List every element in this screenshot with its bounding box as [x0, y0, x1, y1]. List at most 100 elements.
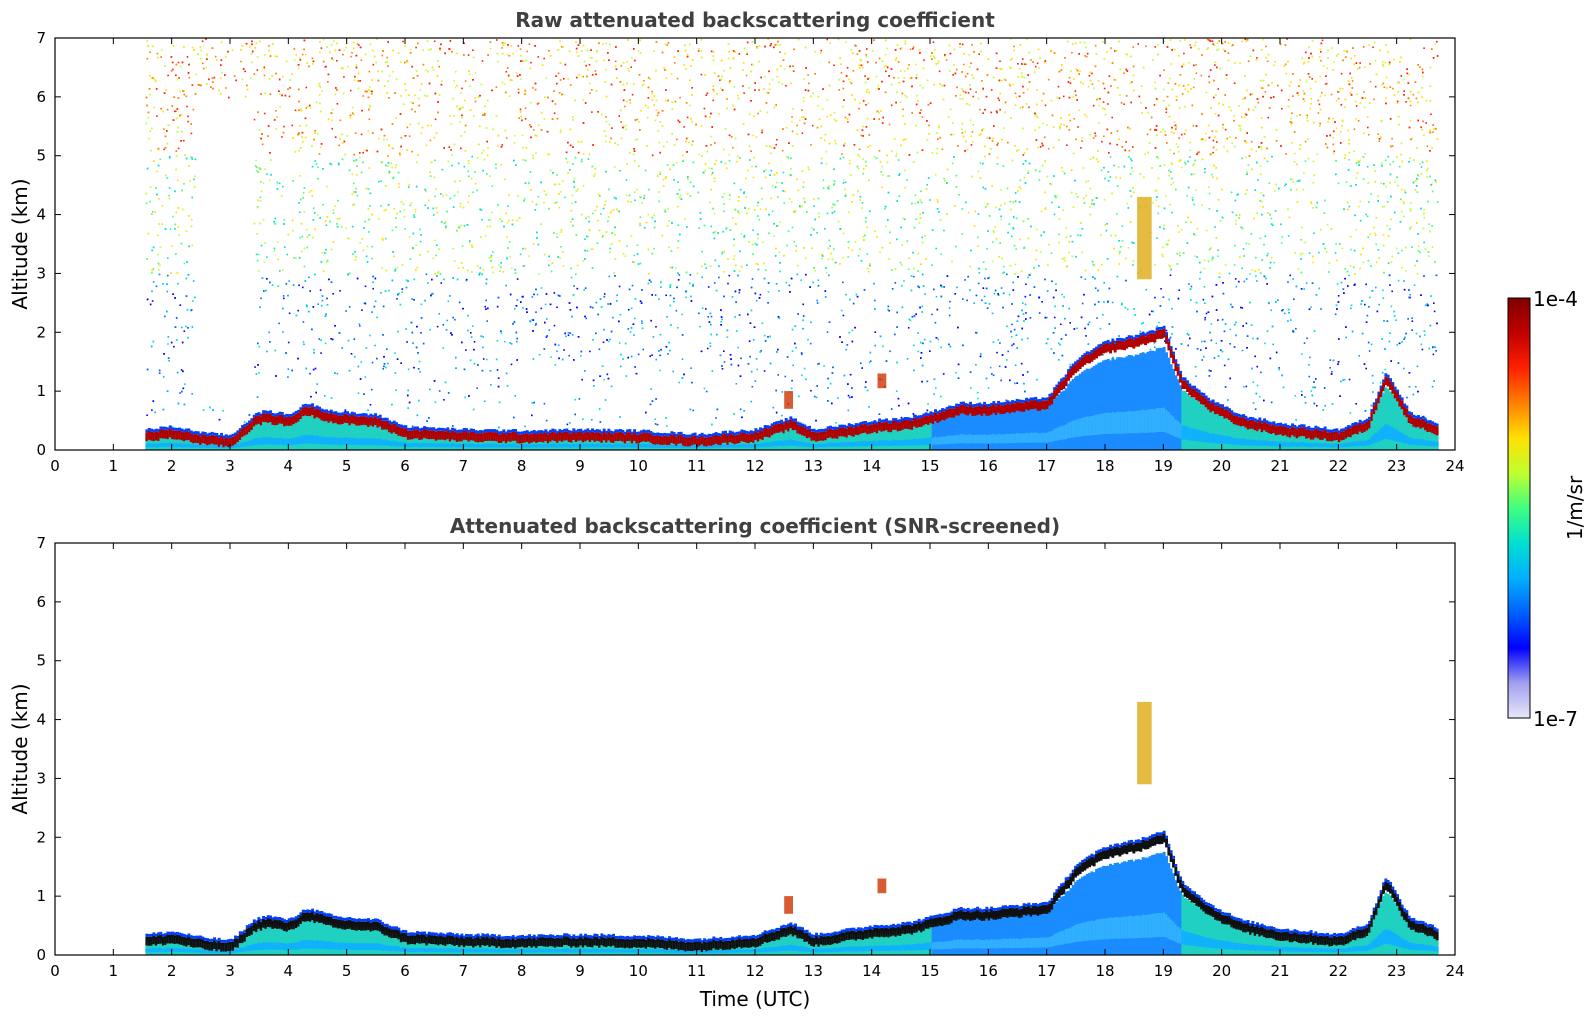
noise-pixel — [822, 187, 825, 189]
noise-pixel — [793, 240, 796, 243]
noise-pixel — [1081, 302, 1084, 305]
noise-pixel — [194, 175, 196, 178]
noise-pixel — [1383, 86, 1386, 88]
noise-pixel — [314, 160, 316, 162]
noise-pixel — [771, 79, 774, 81]
noise-pixel — [364, 376, 367, 378]
noise-pixel — [718, 276, 720, 279]
noise-pixel — [934, 173, 937, 176]
noise-pixel — [1046, 316, 1048, 319]
noise-pixel — [283, 125, 285, 128]
noise-pixel — [842, 87, 845, 90]
noise-pixel — [861, 367, 863, 369]
noise-pixel — [336, 372, 339, 375]
noise-pixel — [318, 82, 321, 85]
noise-pixel — [720, 321, 723, 323]
noise-pixel — [167, 74, 169, 77]
noise-pixel — [856, 53, 859, 55]
noise-pixel — [1391, 145, 1394, 147]
noise-pixel — [1019, 238, 1021, 241]
noise-pixel — [496, 369, 499, 371]
noise-pixel — [842, 156, 845, 159]
noise-pixel — [618, 285, 621, 288]
noise-pixel — [1069, 322, 1071, 324]
noise-pixel — [833, 182, 836, 185]
noise-pixel — [388, 289, 390, 292]
noise-pixel — [1014, 364, 1017, 367]
noise-pixel — [508, 55, 511, 57]
noise-pixel — [474, 72, 477, 74]
noise-pixel — [1178, 289, 1180, 291]
noise-pixel — [655, 109, 658, 112]
noise-pixel — [1304, 100, 1306, 102]
noise-pixel — [795, 250, 798, 252]
noise-pixel — [1041, 301, 1043, 303]
noise-pixel — [1023, 63, 1026, 65]
noise-pixel — [907, 327, 910, 329]
noise-pixel — [979, 162, 982, 164]
noise-pixel — [1043, 61, 1046, 64]
noise-pixel — [1326, 223, 1329, 226]
noise-pixel — [145, 202, 148, 205]
noise-pixel — [358, 323, 361, 325]
noise-pixel — [840, 72, 843, 74]
noise-pixel — [922, 87, 924, 89]
noise-pixel — [332, 293, 334, 295]
noise-pixel — [457, 191, 459, 193]
noise-pixel — [753, 115, 755, 118]
noise-pixel — [180, 369, 183, 371]
noise-pixel — [563, 93, 565, 96]
noise-pixel — [776, 138, 778, 141]
noise-pixel — [352, 112, 354, 114]
noise-pixel — [784, 375, 787, 378]
noise-pixel — [770, 146, 773, 149]
noise-pixel — [1387, 262, 1390, 264]
noise-pixel — [1101, 140, 1103, 143]
noise-pixel — [449, 115, 451, 117]
noise-pixel — [936, 199, 939, 201]
noise-pixel — [658, 298, 660, 300]
noise-pixel — [331, 57, 333, 60]
noise-pixel — [685, 296, 687, 299]
noise-pixel — [450, 149, 452, 151]
noise-pixel — [1104, 177, 1106, 180]
noise-pixel — [604, 81, 607, 83]
noise-pixel — [424, 204, 427, 207]
noise-pixel — [1337, 91, 1339, 93]
noise-pixel — [1075, 375, 1077, 378]
noise-pixel — [852, 70, 855, 72]
noise-pixel — [847, 394, 850, 397]
noise-pixel — [788, 284, 791, 287]
noise-pixel — [605, 116, 607, 118]
noise-pixel — [1029, 274, 1031, 276]
noise-pixel — [214, 55, 217, 58]
noise-pixel — [1338, 90, 1341, 93]
noise-pixel — [562, 251, 564, 253]
noise-pixel — [902, 217, 904, 220]
noise-pixel — [869, 144, 871, 147]
noise-pixel — [963, 63, 965, 66]
noise-pixel — [1348, 159, 1350, 161]
noise-pixel — [567, 78, 569, 80]
noise-pixel — [933, 393, 935, 395]
noise-pixel — [1100, 234, 1102, 236]
noise-pixel — [713, 282, 716, 284]
noise-pixel — [260, 244, 263, 247]
noise-pixel — [1319, 75, 1322, 78]
noise-pixel — [565, 335, 567, 338]
noise-pixel — [998, 365, 1001, 368]
noise-pixel — [701, 307, 704, 309]
noise-pixel — [1205, 312, 1208, 315]
noise-pixel — [1000, 189, 1002, 191]
noise-pixel — [1329, 359, 1332, 361]
noise-pixel — [1137, 43, 1139, 45]
noise-pixel — [393, 207, 395, 210]
noise-pixel — [1142, 322, 1145, 324]
noise-pixel — [899, 70, 902, 72]
noise-pixel — [419, 240, 422, 243]
noise-pixel — [1038, 179, 1041, 181]
noise-pixel — [1165, 329, 1168, 332]
noise-pixel — [295, 257, 297, 259]
noise-pixel — [261, 133, 263, 135]
noise-pixel — [1411, 317, 1413, 319]
